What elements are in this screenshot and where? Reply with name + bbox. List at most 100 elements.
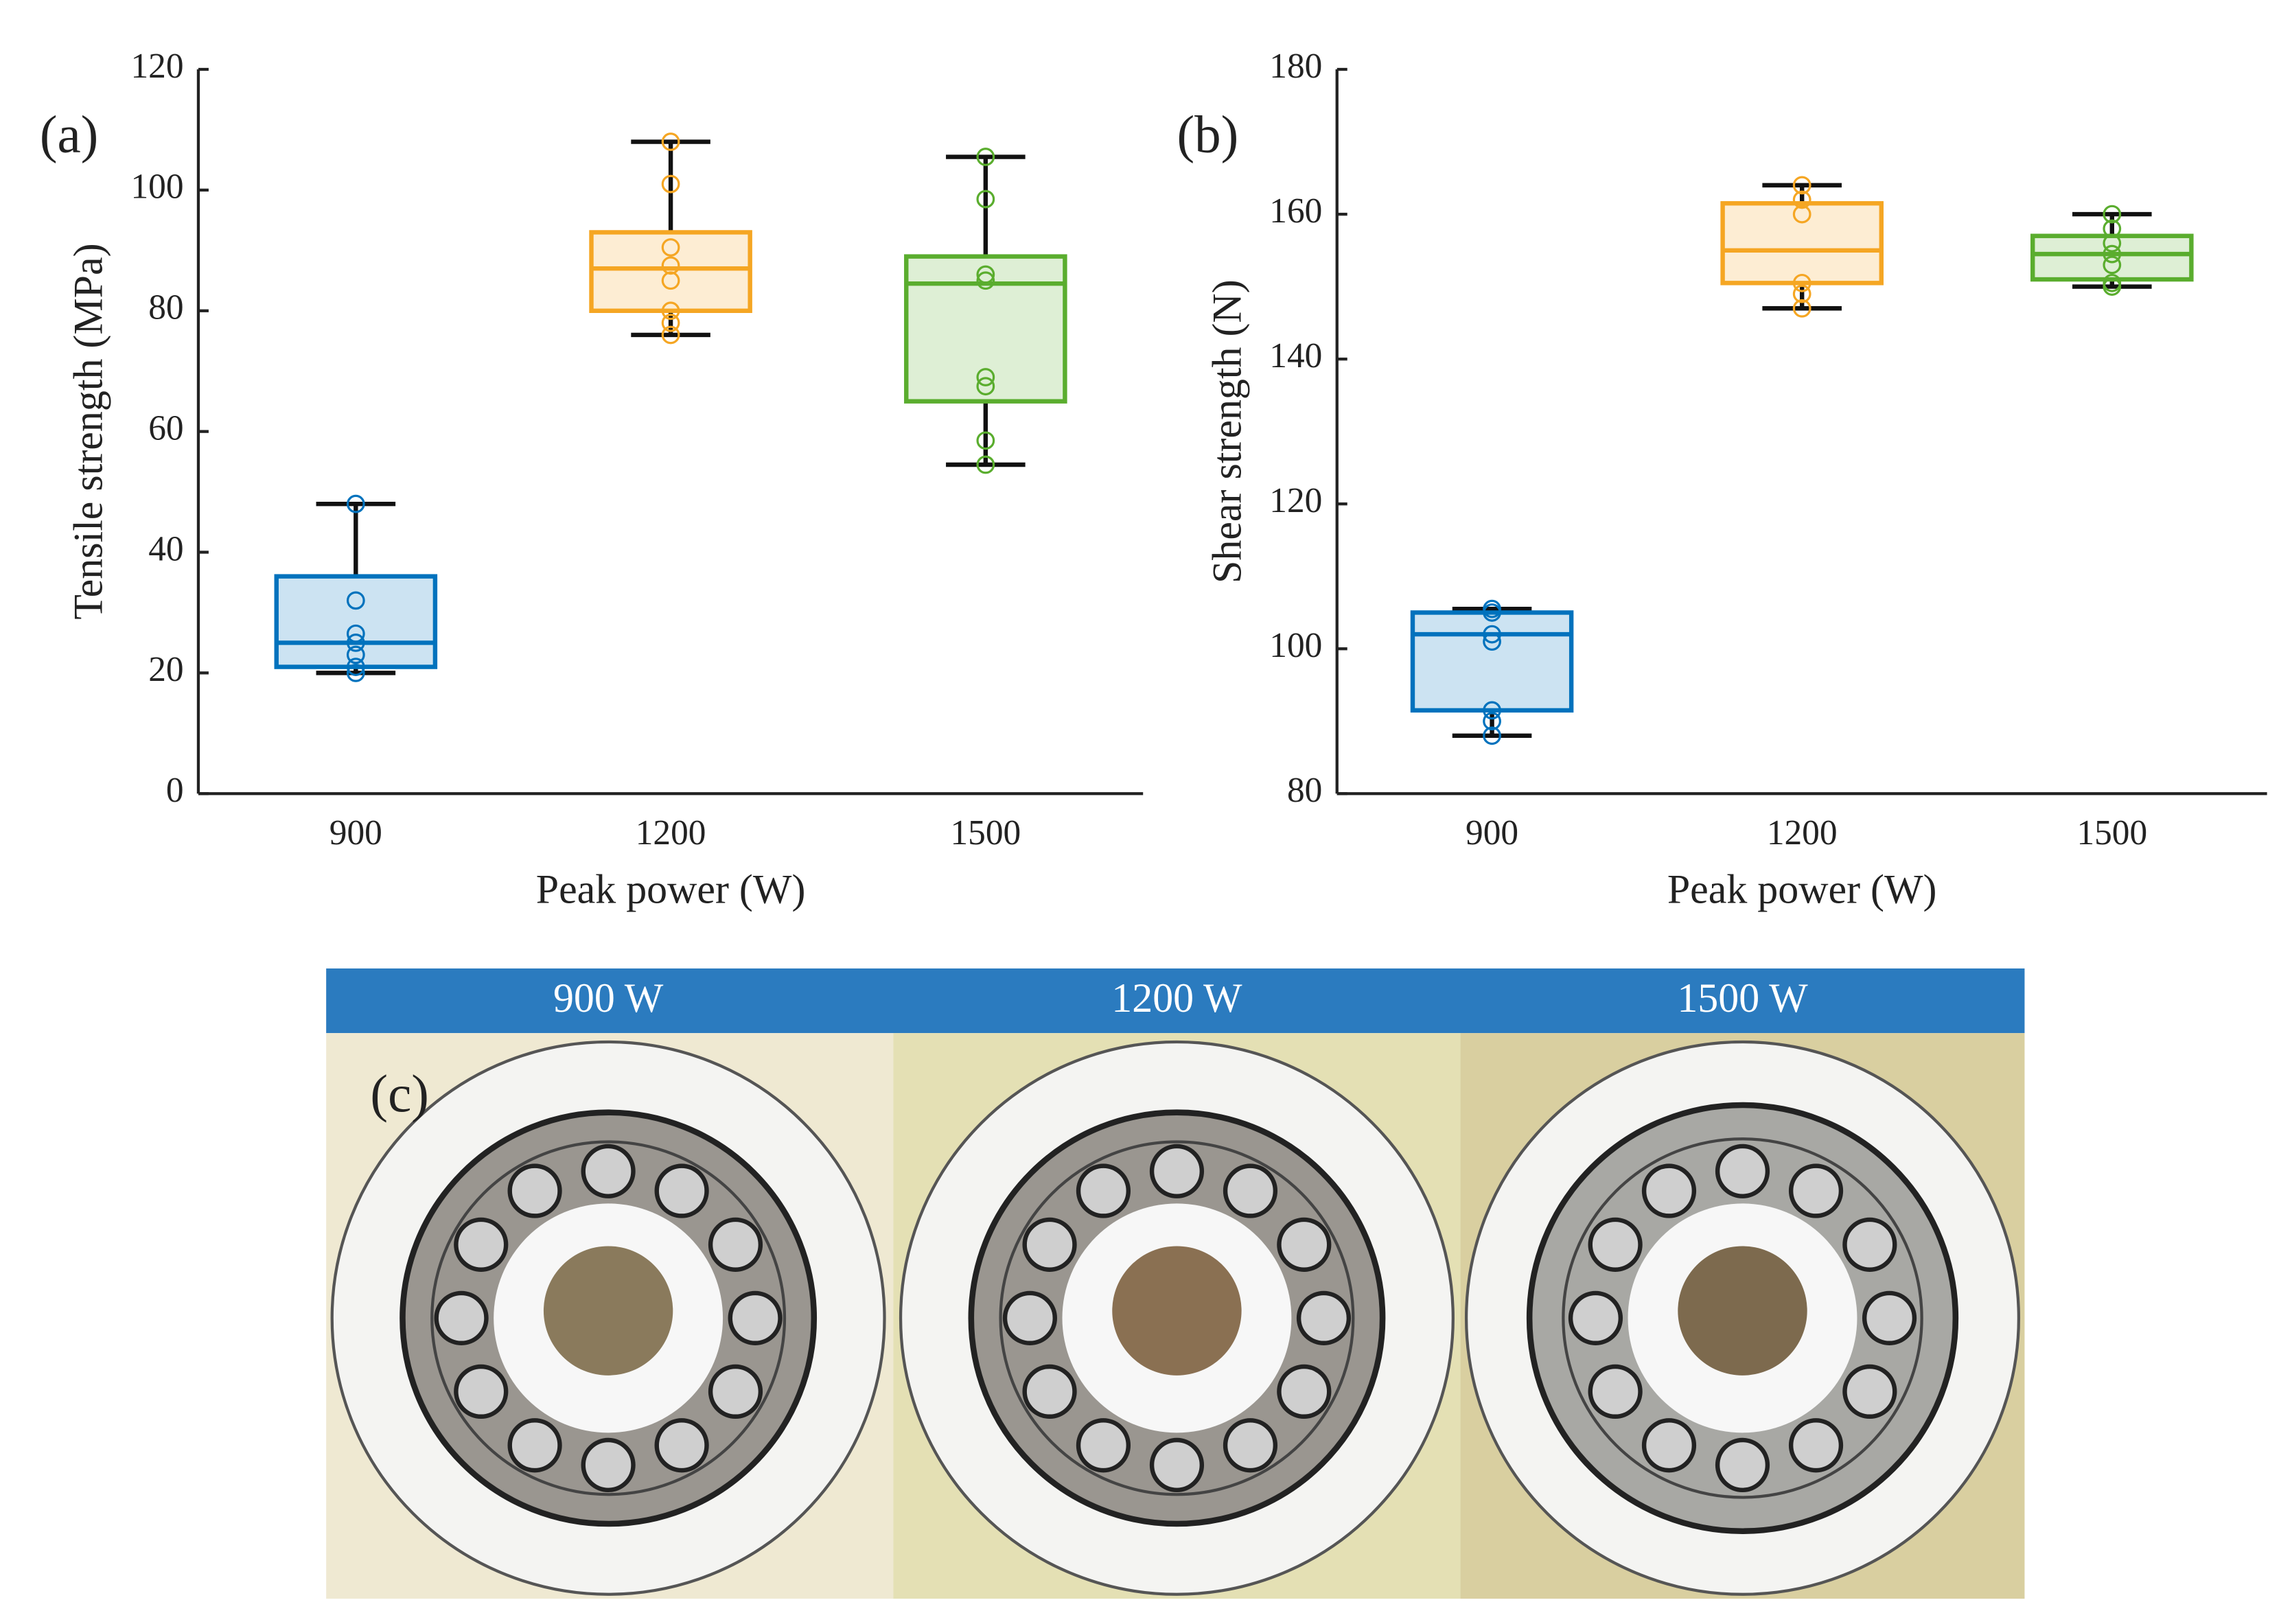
- data-point: [661, 313, 680, 332]
- data-point: [2103, 233, 2122, 253]
- data-point: [976, 377, 995, 396]
- y-tick-label: 160: [1269, 192, 1322, 231]
- weld-spot: [454, 1217, 509, 1272]
- photo-panel: 900 W 1200 W 1500 W (c): [326, 968, 2025, 1599]
- weld-spot: [507, 1418, 562, 1473]
- panel-label: (a): [40, 104, 99, 163]
- y-tick-label: 180: [1269, 47, 1322, 86]
- panel-label: (c): [370, 1064, 429, 1123]
- x-tick-label: 1200: [1767, 813, 1838, 852]
- weld-spot: [728, 1290, 783, 1345]
- weld-spot: [1149, 1144, 1205, 1198]
- data-point: [661, 271, 680, 290]
- panel-header: 1500 W: [1677, 975, 1808, 1021]
- box: [1410, 610, 1574, 713]
- y-tick-label: 100: [131, 167, 184, 207]
- weld-sample: [330, 1040, 2021, 1596]
- data-point: [976, 265, 995, 284]
- data-point: [976, 368, 995, 386]
- header-banner: [326, 968, 2025, 1034]
- data-point: [1792, 299, 1811, 318]
- weld-spot: [708, 1364, 763, 1419]
- y-tick-label: 40: [148, 529, 183, 568]
- x-tick-label: 900: [329, 813, 382, 852]
- x-axis-label: Peak power (W): [1667, 867, 1937, 912]
- weld-spot: [434, 1290, 489, 1345]
- data-point: [1483, 603, 1501, 622]
- weld-spot: [1076, 1418, 1131, 1473]
- weld-spots: [434, 1144, 1917, 1492]
- weld-spot: [1862, 1290, 1917, 1345]
- weld-spot: [1568, 1290, 1623, 1345]
- x-axis-label: Peak power (W): [536, 867, 806, 912]
- weld-spot: [654, 1163, 709, 1218]
- data-point: [661, 301, 680, 321]
- data-point: [346, 658, 365, 676]
- panel-label: (b): [1177, 104, 1238, 163]
- weld-spot: [1022, 1217, 1077, 1272]
- y-tick-label: 80: [148, 288, 183, 327]
- y-tick-label: 100: [1269, 626, 1322, 665]
- plots: 0 20 40 60 80 100 120 900 1200 1500 Peak power (W)…: [40, 47, 2267, 912]
- data-point: [1483, 726, 1501, 745]
- x-tick-label: 1500: [2076, 813, 2147, 852]
- y-tick-label: 80: [1287, 771, 1322, 810]
- y-axis-label: Tensile strength (MPa): [66, 243, 111, 619]
- data-point: [976, 455, 995, 474]
- box: [1720, 201, 1884, 286]
- data-point: [1792, 205, 1811, 224]
- data-point: [976, 271, 995, 290]
- weld-spot: [1715, 1437, 1770, 1492]
- weld-spot: [1842, 1364, 1897, 1419]
- weld-spot: [454, 1364, 509, 1419]
- panel-header: 1200 W: [1111, 975, 1242, 1021]
- data-point: [976, 189, 995, 209]
- y-tick-label: 120: [131, 47, 184, 86]
- data-point: [661, 238, 680, 257]
- data-point: [1483, 632, 1501, 651]
- data-point: [1792, 284, 1811, 303]
- x-tick-label: 1200: [636, 813, 706, 852]
- weld-spot: [581, 1437, 636, 1492]
- weld-spot: [581, 1144, 636, 1198]
- data-point: [346, 645, 365, 664]
- weld-spot: [1022, 1364, 1077, 1419]
- data-point: [661, 132, 680, 151]
- data-point: [346, 624, 365, 643]
- weld-spot: [1788, 1163, 1844, 1218]
- data-point: [2103, 255, 2122, 275]
- data-point: [976, 148, 995, 166]
- data-point: [346, 634, 365, 652]
- data-point: [1792, 273, 1811, 292]
- data-point: [346, 663, 365, 682]
- weld-spot: [1277, 1217, 1332, 1272]
- weld-spot: [1715, 1144, 1770, 1198]
- weld-spot: [654, 1418, 709, 1473]
- data-point: [661, 174, 680, 194]
- box-chart: 80 100 120 140 160 180 900 1200 1500 Peak power (…: [1177, 47, 2267, 912]
- weld-spot: [1223, 1163, 1278, 1218]
- y-axis-label: Shear strength (N): [1204, 279, 1249, 583]
- weld-spot: [1277, 1364, 1332, 1419]
- data-point: [976, 431, 995, 450]
- y-tick-label: 60: [148, 408, 183, 448]
- x-tick-label: 900: [1466, 813, 1518, 852]
- y-tick-label: 20: [148, 650, 183, 689]
- data-point: [346, 591, 365, 610]
- data-point: [1483, 701, 1501, 720]
- data-point: [2103, 277, 2122, 296]
- x-tick-label: 1500: [950, 813, 1021, 852]
- weld-spot: [507, 1163, 562, 1218]
- weld-spot: [1223, 1418, 1278, 1473]
- data-point: [1483, 712, 1501, 731]
- box: [274, 574, 438, 669]
- data-point: [2103, 219, 2122, 238]
- y-tick-label: 120: [1269, 481, 1322, 520]
- weld-spot: [708, 1217, 763, 1272]
- data-point: [1792, 190, 1811, 209]
- weld-spot: [1149, 1437, 1205, 1492]
- data-point: [661, 325, 680, 345]
- weld-spot: [1588, 1217, 1643, 1272]
- y-tick-label: 0: [166, 771, 184, 810]
